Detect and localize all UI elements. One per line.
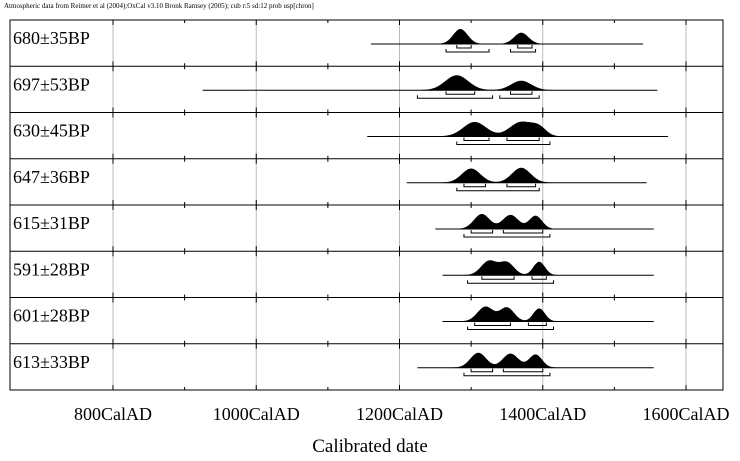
sigma2-range [463, 234, 551, 238]
sigma1-range [456, 45, 472, 49]
x-tick-label-800: 800CalAD [74, 404, 152, 424]
probability-distribution [463, 260, 558, 276]
sample-label: 591±28BP [13, 259, 90, 279]
x-tick-label-1000: 1000CalAD [213, 404, 300, 424]
sigma2-range [416, 95, 494, 99]
sigma1-range [463, 137, 490, 142]
probability-distribution [459, 306, 558, 322]
sigma2-range [456, 141, 551, 146]
sigma1-range [502, 368, 544, 373]
sample-label: 647±36BP [13, 167, 90, 187]
distribution-layer: 680±35BP 697±53BP 630±45BP 647±36BP 615±31BP… [13, 28, 669, 377]
probability-distribution [441, 167, 552, 184]
x-tick-label-1600: 1600CalAD [643, 404, 730, 424]
tick-marks [112, 20, 687, 390]
x-axis-label: Calibrated date [312, 436, 428, 457]
x-tick-labels: 800CalAD 1000CalAD 1200CalAD 1400CalAD 1600C… [74, 404, 730, 424]
sigma2-range [510, 49, 537, 53]
sigma1-range [506, 183, 537, 188]
credit-line: Atmospheric data from Reimer et al (2004… [4, 2, 314, 10]
sample-label: 615±31BP [13, 213, 90, 233]
sigma2-range [467, 280, 554, 284]
sigma1-range [502, 230, 544, 234]
sample-row-4: 647±36BP [13, 167, 647, 192]
sample-label: 601±28BP [13, 306, 90, 326]
sample-row-8: 613±33BP [13, 352, 654, 377]
sigma1-range [527, 322, 547, 327]
sample-label: 630±45BP [13, 121, 90, 141]
sample-label: 697±53BP [13, 74, 90, 94]
sigma1-range [531, 276, 547, 280]
sigma2-range [467, 326, 554, 331]
probability-distribution [437, 28, 545, 45]
sample-row-5: 615±31BP [13, 213, 654, 238]
probability-distribution [452, 352, 557, 369]
sigma1-range [510, 91, 533, 95]
sigma1-range [517, 45, 533, 49]
plot-frame [9, 19, 724, 391]
sigma2-range [463, 372, 551, 377]
sample-row-6: 591±28BP [13, 259, 654, 284]
sample-row-7: 601±28BP [13, 306, 654, 331]
sigma2-range [499, 95, 540, 99]
sample-row-1: 680±35BP [13, 28, 644, 53]
sigma2-range [445, 49, 490, 53]
sample-bands [10, 65, 723, 345]
sigma1-range [481, 276, 515, 280]
sigma1-range [470, 230, 494, 234]
sigma1-range [463, 183, 486, 188]
sigma1-range [474, 322, 512, 327]
sample-row-2: 697±53BP [13, 74, 658, 99]
probability-distribution [437, 121, 563, 137]
x-tick-label-1400: 1400CalAD [499, 404, 586, 424]
sample-label: 613±33BP [13, 352, 90, 372]
sample-row-3: 630±45BP [13, 121, 669, 146]
sample-label: 680±35BP [13, 28, 90, 48]
sigma1-range [445, 91, 476, 95]
probability-distribution [419, 75, 554, 91]
sigma1-range [506, 137, 540, 142]
probability-distribution [456, 214, 557, 230]
sigma2-range [456, 187, 540, 192]
sigma1-range [470, 368, 494, 373]
x-tick-label-1200: 1200CalAD [356, 404, 443, 424]
